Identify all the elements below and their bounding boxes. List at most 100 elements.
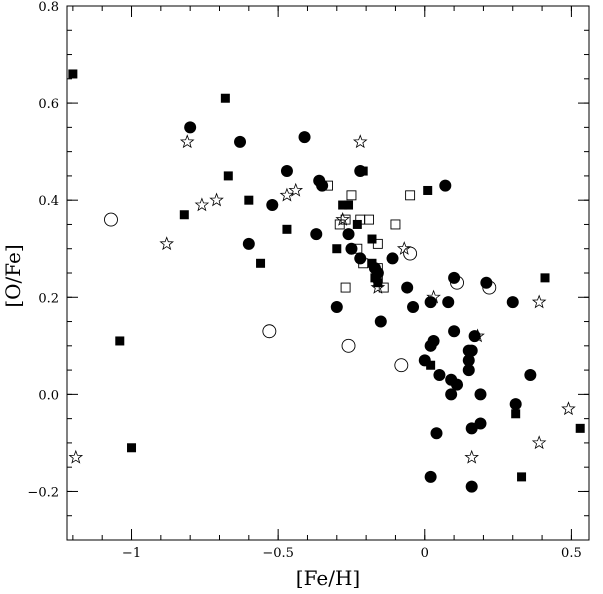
open-star-point (561, 401, 576, 416)
filled-circle-point (445, 388, 458, 401)
filled-circle-point (316, 179, 329, 192)
filled-square-point (344, 200, 354, 210)
filled-square-point (244, 195, 254, 205)
open-square-point (340, 282, 351, 293)
filled-circle-point (465, 344, 478, 357)
open-square-point (372, 272, 383, 283)
open-star-point (426, 289, 441, 304)
open-star-point (335, 211, 350, 226)
filled-circle-point (509, 398, 522, 411)
open-star-point (396, 241, 412, 255)
open-circle-point (341, 338, 356, 353)
filled-circle-point (234, 135, 247, 148)
filled-square-point (511, 409, 521, 419)
open-star-point (370, 279, 386, 294)
open-square-point (378, 282, 389, 293)
open-square-point (323, 180, 333, 191)
open-star-point (209, 192, 224, 207)
open-star-point (159, 236, 174, 251)
filled-square-point (367, 258, 377, 268)
open-star-point (194, 197, 210, 212)
filled-circle-point (442, 296, 455, 309)
filled-circle-point (465, 422, 478, 435)
filled-square-point (358, 166, 368, 176)
filled-circle-point (345, 242, 358, 255)
filled-square-point (370, 273, 380, 283)
filled-circle-point (524, 368, 537, 381)
open-circle-point (262, 324, 277, 339)
open-circle-point (482, 280, 497, 295)
filled-square-point (282, 224, 292, 234)
filled-circle-point (310, 228, 323, 241)
open-circle-point (403, 246, 418, 261)
filled-circle-point (465, 480, 478, 493)
filled-square-point (220, 93, 230, 103)
filled-square-point (540, 273, 550, 283)
open-circle-point (450, 275, 464, 290)
filled-square-point (127, 443, 137, 453)
open-square-point (352, 243, 363, 254)
open-star-point (531, 435, 547, 450)
open-circle-point (104, 212, 118, 227)
filled-square-point (338, 200, 348, 210)
open-square-point (372, 263, 383, 274)
open-star-point (288, 182, 304, 197)
y-tick-label: −0.2 (27, 485, 59, 500)
open-star-point (531, 294, 547, 309)
filled-circle-point (448, 325, 461, 338)
filled-square-point (367, 234, 377, 244)
filled-square-point (426, 360, 436, 370)
open-star-point (470, 328, 485, 343)
filled-circle-point (424, 339, 437, 352)
filled-square-point (575, 423, 585, 433)
x-axis-label: [Fe/H] (296, 566, 360, 589)
filled-circle-point (462, 364, 475, 377)
filled-square-point (115, 336, 125, 346)
open-square-point (372, 238, 383, 249)
filled-circle-point (430, 427, 443, 440)
y-tick-label: 0.8 (38, 0, 59, 15)
filled-circle-point (433, 368, 446, 381)
open-square-point (358, 258, 369, 269)
filled-circle-point (298, 131, 311, 144)
plot-frame (66, 5, 590, 541)
y-axis-label: [O/Fe] (1, 244, 25, 307)
filled-circle-point (407, 300, 420, 313)
filled-circle-point (424, 470, 437, 483)
filled-square-point (423, 185, 433, 195)
open-square-point (364, 214, 375, 225)
filled-square-point (179, 210, 189, 220)
filled-circle-point (266, 199, 279, 212)
filled-circle-point (506, 296, 519, 309)
y-tick-label: 0.0 (38, 388, 59, 403)
filled-circle-point (242, 237, 255, 250)
filled-circle-point (386, 252, 399, 265)
open-star-point (464, 449, 479, 464)
filled-square-point (332, 244, 342, 254)
y-tick-label: 0.2 (38, 291, 59, 306)
open-star-point (279, 187, 295, 202)
x-tick-label: 0 (421, 546, 429, 561)
filled-square-point (517, 472, 527, 482)
open-star-point (352, 134, 368, 149)
filled-circle-point (374, 315, 387, 328)
filled-circle-point (474, 388, 487, 401)
filled-circle-point (401, 281, 414, 294)
filled-circle-point (474, 417, 487, 430)
open-square-point (346, 190, 357, 201)
filled-square-point (223, 171, 233, 181)
open-square-point (390, 219, 401, 230)
open-square-point (405, 190, 416, 201)
filled-circle-point (451, 378, 464, 391)
filled-square-point (256, 258, 266, 268)
filled-circle-point (480, 276, 493, 289)
x-tick-label: −1 (122, 546, 141, 561)
x-tick-label: −0.5 (262, 546, 294, 561)
filled-circle-point (280, 165, 293, 178)
filled-circle-point (462, 354, 475, 367)
y-tick-label: 0.6 (38, 97, 59, 112)
filled-circle-point (330, 300, 343, 313)
filled-circle-point (184, 121, 197, 134)
